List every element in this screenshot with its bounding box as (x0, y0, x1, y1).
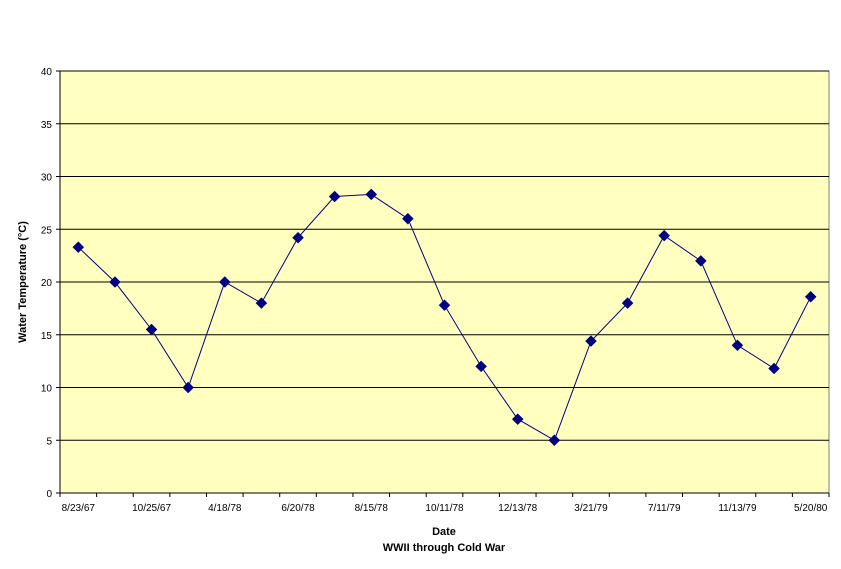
x-tick-label: 11/13/79 (718, 503, 757, 514)
data-point-marker (72, 241, 85, 254)
series-markers (72, 188, 817, 447)
data-point-marker (402, 212, 414, 225)
data-point-marker (292, 231, 304, 244)
data-point-marker (109, 276, 121, 288)
x-tick-label: 4/18/78 (208, 503, 242, 514)
data-point-marker (365, 188, 378, 201)
x-axis-title: Date (432, 526, 456, 538)
y-axis-title: Water Temperature (°C) (17, 221, 29, 343)
x-tick-label: 7/11/79 (648, 503, 681, 514)
x-tick-label: 10/25/67 (132, 503, 171, 514)
x-tick-label: 3/21/79 (574, 503, 608, 514)
y-tick-label: 5 (46, 436, 52, 447)
data-point-marker (585, 335, 597, 347)
data-point-marker (694, 255, 707, 267)
data-point-marker (804, 290, 817, 303)
x-axis-subtitle: WWII through Cold War (383, 542, 506, 554)
data-point-marker (145, 323, 158, 336)
x-axis-ticks: 8/23/67 10/25/67 4/18/78 6/20/78 8/15/78 10/1… (59, 493, 830, 514)
data-point-marker (218, 276, 231, 288)
y-tick-label: 30 (41, 173, 53, 184)
x-tick-label: 12/13/78 (498, 503, 537, 514)
data-point-marker (328, 190, 341, 203)
y-tick-label: 20 (41, 278, 53, 289)
y-axis-ticks: 0 5 10 15 20 25 30 35 40 (41, 67, 60, 500)
x-tick-label: 6/20/78 (281, 503, 315, 514)
data-point-marker (548, 434, 561, 447)
y-tick-label: 40 (41, 67, 53, 78)
data-point-marker (731, 339, 744, 352)
data-point-marker (658, 229, 671, 242)
x-tick-label: 10/11/78 (425, 503, 464, 514)
data-point-marker (475, 360, 487, 373)
data-point-marker (438, 299, 451, 312)
data-point-marker (182, 381, 195, 394)
data-point-marker (255, 297, 268, 309)
x-tick-label: 8/23/67 (62, 503, 96, 514)
y-tick-label: 35 (41, 120, 53, 131)
y-tick-label: 25 (41, 225, 53, 236)
data-point-marker (768, 362, 780, 375)
y-tick-label: 0 (46, 489, 52, 500)
data-point-marker (511, 413, 524, 426)
x-tick-label: 5/20/80 (794, 503, 828, 514)
x-tick-label: 8/15/78 (355, 503, 389, 514)
y-tick-label: 10 (41, 384, 53, 395)
data-point-marker (621, 297, 634, 309)
y-tick-label: 15 (41, 331, 53, 342)
